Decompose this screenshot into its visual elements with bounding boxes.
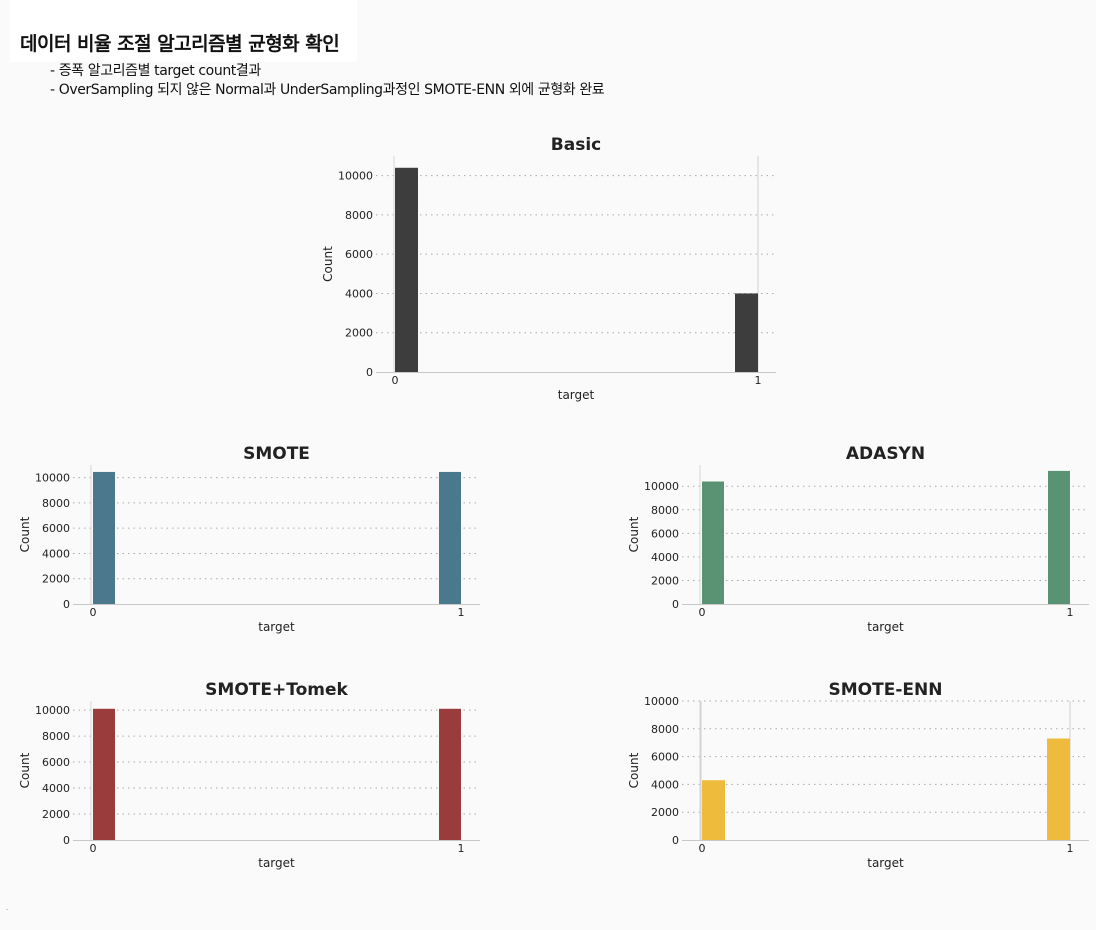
x-tick-label: 1 xyxy=(755,374,762,387)
title-box xyxy=(10,0,357,62)
y-tick-label: 8000 xyxy=(651,723,679,736)
y-axis-label: Count xyxy=(627,752,641,788)
y-tick-label: 4000 xyxy=(42,782,70,795)
bar-0 xyxy=(395,167,418,372)
y-tick-label: 0 xyxy=(63,834,70,847)
chart-title: ADASYN xyxy=(846,444,925,464)
y-tick-label: 6000 xyxy=(651,527,679,540)
subtitle-line-2: - OverSampling 되지 않은 Normal과 UnderSampli… xyxy=(50,82,605,98)
x-tick-label: 0 xyxy=(699,842,706,855)
x-tick-label: 1 xyxy=(1067,606,1074,619)
y-tick-label: 10000 xyxy=(338,170,373,183)
x-axis-label: target xyxy=(258,620,295,634)
y-tick-label: 8000 xyxy=(651,504,679,517)
x-tick-label: 1 xyxy=(458,606,465,619)
bar-0 xyxy=(702,481,724,604)
y-axis-label: Count xyxy=(627,516,641,552)
bar-1 xyxy=(735,293,758,372)
y-tick-label: 2000 xyxy=(42,573,70,586)
x-tick-label: 0 xyxy=(392,374,399,387)
x-axis-label: target xyxy=(867,856,904,870)
bar-1 xyxy=(439,471,461,604)
x-axis-label: target xyxy=(867,620,904,634)
y-tick-label: 6000 xyxy=(651,751,679,764)
y-tick-label: 6000 xyxy=(345,248,373,261)
x-tick-label: 0 xyxy=(90,606,97,619)
y-tick-label: 4000 xyxy=(651,551,679,564)
x-tick-label: 0 xyxy=(699,606,706,619)
y-axis-label: Count xyxy=(18,516,32,552)
y-tick-label: 10000 xyxy=(35,704,70,717)
y-tick-label: 2000 xyxy=(651,806,679,819)
y-tick-label: 8000 xyxy=(42,497,70,510)
bar-1 xyxy=(1047,738,1070,840)
y-tick-label: 2000 xyxy=(345,327,373,340)
chart-title: SMOTE+Tomek xyxy=(205,680,348,700)
y-tick-label: 4000 xyxy=(345,287,373,300)
y-tick-label: 6000 xyxy=(42,522,70,535)
y-tick-label: 0 xyxy=(672,834,679,847)
bar-1 xyxy=(1048,470,1070,604)
x-tick-label: 0 xyxy=(90,842,97,855)
y-axis-label: Count xyxy=(321,246,335,282)
y-tick-label: 0 xyxy=(672,598,679,611)
chart-title: SMOTE-ENN xyxy=(829,680,943,700)
y-axis-label: Count xyxy=(18,752,32,788)
y-tick-label: 10000 xyxy=(644,480,679,493)
y-tick-label: 2000 xyxy=(42,808,70,821)
x-axis-label: target xyxy=(558,388,595,402)
bar-0 xyxy=(93,708,115,840)
y-tick-label: 8000 xyxy=(345,209,373,222)
y-tick-label: 6000 xyxy=(42,756,70,769)
y-tick-label: 10000 xyxy=(644,695,679,708)
chart-title: SMOTE xyxy=(243,444,310,464)
y-tick-label: 4000 xyxy=(42,547,70,560)
x-tick-label: 1 xyxy=(1067,842,1074,855)
y-tick-label: 0 xyxy=(366,366,373,379)
chart-title: Basic xyxy=(551,135,601,155)
corner-mark: - xyxy=(6,906,9,913)
page-title: 데이터 비율 조절 알고리즘별 균형화 확인 xyxy=(20,33,340,55)
y-tick-label: 0 xyxy=(63,598,70,611)
y-tick-label: 2000 xyxy=(651,574,679,587)
x-axis-label: target xyxy=(258,856,295,870)
bar-0 xyxy=(702,780,725,840)
y-tick-label: 4000 xyxy=(651,778,679,791)
subtitle-line-1: - 증폭 알고리즘별 target count결과 xyxy=(50,63,261,79)
y-tick-label: 10000 xyxy=(35,472,70,485)
y-tick-label: 8000 xyxy=(42,730,70,743)
bar-1 xyxy=(439,708,461,840)
x-tick-label: 1 xyxy=(458,842,465,855)
bar-0 xyxy=(93,471,115,604)
